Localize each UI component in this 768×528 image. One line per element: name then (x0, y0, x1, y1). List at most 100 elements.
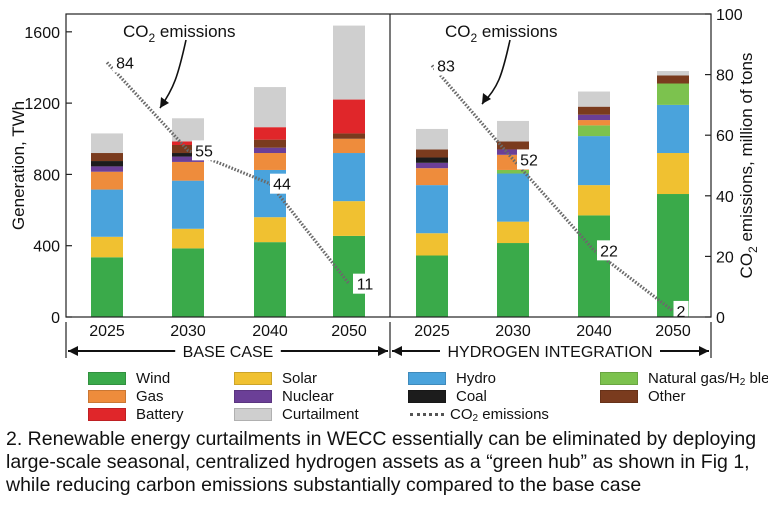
bar-segment-nuclear-base-case-2030 (172, 156, 204, 162)
x-tick-label-base-case-2030: 2030 (170, 323, 206, 340)
chart-legend: Wind Gas Battery Solar Nuclear Curtailme… (0, 366, 768, 426)
bar-segment-curtailment-hydrogen-integration-2040 (578, 91, 610, 107)
y-axis-title: Generation, TWh (9, 101, 28, 230)
legend-swatch-wind (88, 371, 126, 385)
legend-swatch-co2-dotted-line (410, 412, 444, 416)
legend-swatch-battery (88, 407, 126, 421)
bar-segment-wind-hydrogen-integration-2050 (657, 194, 689, 317)
bar-segment-battery-base-case-2040 (254, 127, 286, 140)
bar-segment-battery-base-case-2030 (172, 141, 204, 146)
legend-label-natgas-sub: 2 (739, 376, 746, 388)
legend-label-coal: Coal (456, 387, 487, 405)
legend-swatch-natural-gas-h2-blend (600, 371, 638, 385)
legend-item-solar: Solar (234, 368, 317, 388)
bar-segment-hydro-base-case-2025 (91, 189, 123, 237)
bar-segment-other-hydrogen-integration-2040 (578, 106, 610, 115)
bar-segment-hydro-base-case-2030 (172, 180, 204, 229)
co2-label-hydrogen-integration-2030: 52 (520, 152, 538, 169)
legend-label-gas: Gas (136, 387, 164, 405)
bar-segment-gas-hydrogen-integration-2040 (578, 120, 610, 126)
legend-item-wind: Wind (88, 368, 170, 388)
y2-tick-label-100: 100 (716, 7, 743, 24)
legend-item-natural-gas-h2-blend: Natural gas/H2 blend (600, 368, 768, 388)
plot-frame (65, 13, 712, 318)
legend-item-curtailment: Curtailment (234, 404, 359, 424)
bar-segment-wind-base-case-2025 (91, 257, 123, 317)
legend-label-hydro: Hydro (456, 369, 497, 387)
bar-segment-wind-hydrogen-integration-2025 (416, 255, 448, 317)
bar-segment-gas-base-case-2040 (254, 153, 286, 170)
co2-label-bg-base-case-2030 (192, 140, 216, 161)
co2-annotation-arrowhead-hydrogen-integration (482, 93, 491, 104)
legend-label-natgas-suffix: blend (749, 369, 768, 387)
co2-annotation-arrow-base-case (159, 39, 187, 109)
bar-segment-solar-hydrogen-integration-2030 (497, 221, 529, 244)
y-tick-label-800: 800 (33, 167, 60, 184)
group-bracket-base-case-label: BASE CASE (183, 344, 274, 361)
bar-segment-wind-base-case-2030 (172, 248, 204, 317)
group-bracket-base-case-arrow-left (68, 346, 78, 356)
legend-label-natgas-prefix: Natural gas/H (648, 369, 740, 387)
figure-caption: 2. Renewable energy curtailments in WECC… (6, 428, 757, 496)
co2-annotation-arrow-hydrogen-integration (481, 39, 511, 105)
bar-segment-solar-hydrogen-integration-2050 (657, 153, 689, 195)
co2-annotation-hydrogen-integration: CO2 emissions (445, 22, 558, 45)
bar-segment-curtailment-hydrogen-integration-2050 (657, 71, 689, 76)
x-tick-label-hydrogen-integration-2030: 2030 (495, 323, 531, 340)
bar-segment-other-hydrogen-integration-2030 (497, 141, 529, 150)
bar-segment-natural-gas-h2-blend-hydrogen-integration-2040 (578, 125, 610, 137)
group-bracket-hydrogen-integration-arrow-right (699, 346, 709, 356)
bar-segment-solar-base-case-2040 (254, 217, 286, 243)
bar-segment-other-hydrogen-integration-2050 (657, 75, 689, 84)
y-tick-label-1200: 1200 (24, 96, 60, 113)
x-tick-label-base-case-2025: 2025 (89, 323, 125, 340)
co2-line-base-case (105, 61, 351, 285)
x-tick-label-hydrogen-integration-2050: 2050 (655, 323, 691, 340)
legend-swatch-nuclear (234, 389, 272, 403)
bar-segment-hydro-hydrogen-integration-2040 (578, 136, 610, 186)
group-bracket-base-case-arrow-right (378, 346, 388, 356)
group-bracket-hydrogen-integration-label: HYDROGEN INTEGRATION (447, 344, 652, 361)
bar-segment-solar-hydrogen-integration-2025 (416, 233, 448, 256)
bar-segment-wind-hydrogen-integration-2040 (578, 215, 610, 317)
co2-label-base-case-2050: 11 (357, 277, 374, 294)
legend-swatch-hydro (408, 371, 446, 385)
y2-tick-label-80: 80 (716, 68, 734, 85)
bar-segment-curtailment-hydrogen-integration-2025 (416, 128, 448, 150)
y2-axis-title: CO2 emissions, million of tons (737, 53, 760, 279)
bar-segment-solar-base-case-2030 (172, 228, 204, 249)
bar-segment-coal-base-case-2025 (91, 161, 123, 167)
legend-swatch-curtailment (234, 407, 272, 421)
bar-segment-gas-hydrogen-integration-2025 (416, 168, 448, 186)
legend-label-solar: Solar (282, 369, 318, 387)
co2-label-base-case-2040: 44 (273, 177, 291, 194)
bar-segment-coal-hydrogen-integration-2025 (416, 157, 448, 163)
bar-segment-hydro-hydrogen-integration-2050 (657, 104, 689, 154)
co2-label-bg-base-case-2040 (270, 173, 294, 194)
legend-swatch-solar (234, 371, 272, 385)
bar-segment-curtailment-base-case-2025 (91, 133, 123, 154)
bar-segment-wind-base-case-2040 (254, 242, 286, 317)
legend-item-other: Other (600, 386, 686, 406)
legend-item-gas: Gas (88, 386, 164, 406)
x-tick-label-base-case-2050: 2050 (331, 323, 367, 340)
bar-segment-solar-base-case-2050 (333, 201, 365, 236)
legend-label-curtailment: Curtailment (282, 405, 359, 423)
y-tick-label-0: 0 (51, 310, 60, 327)
bar-segment-gas-base-case-2030 (172, 161, 204, 181)
co2-label-hydrogen-integration-2040: 22 (600, 243, 618, 260)
bar-segment-gas-base-case-2050 (333, 138, 365, 154)
bar-segment-hydro-hydrogen-integration-2025 (416, 185, 448, 234)
bar-segment-other-hydrogen-integration-2025 (416, 149, 448, 158)
co2-line-hydrogen-integration (430, 64, 674, 313)
legend-label-nuclear: Nuclear (282, 387, 334, 405)
legend-swatch-coal (408, 389, 446, 403)
co2-label-hydrogen-integration-2050: 2 (677, 304, 686, 321)
bar-segment-other-base-case-2040 (254, 139, 286, 148)
bar-segment-solar-hydrogen-integration-2040 (578, 185, 610, 216)
legend-item-co2: CO 2 emissions (410, 404, 549, 424)
co2-label-bg-base-case-2050 (353, 273, 377, 294)
y2-tick-label-20: 20 (716, 249, 734, 266)
legend-item-hydro: Hydro (408, 368, 496, 388)
co2-annotation-base-case: CO2 emissions (123, 22, 236, 45)
